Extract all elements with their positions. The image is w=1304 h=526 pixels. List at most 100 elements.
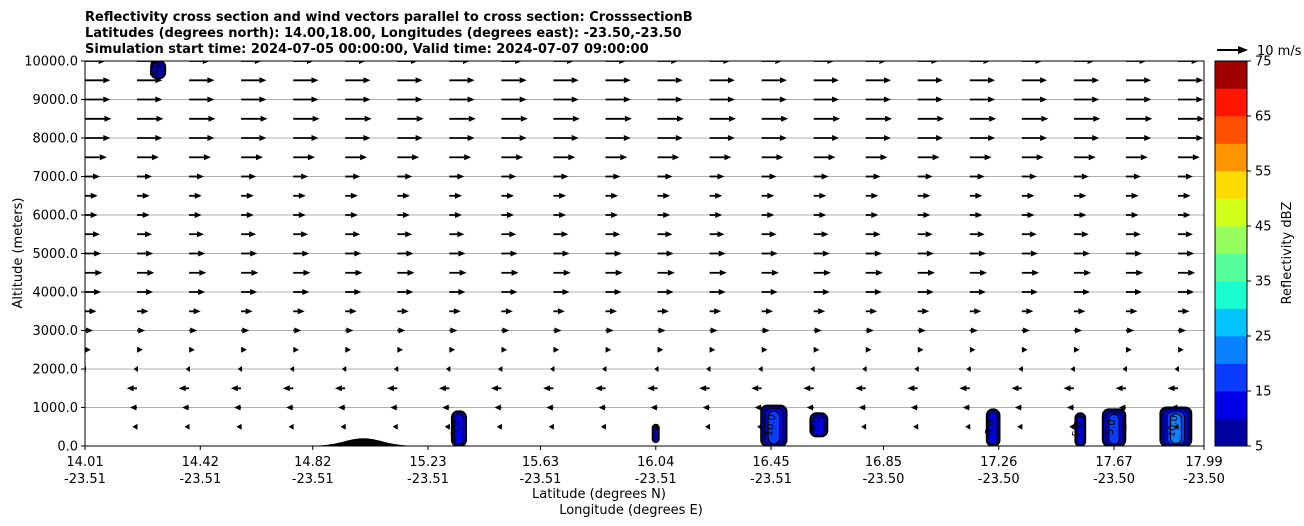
wind-vector [605, 77, 631, 84]
wind-vector-head [189, 346, 195, 353]
wind-vector-head [769, 231, 777, 238]
wind-vector-head [416, 115, 424, 122]
wind-vector [1125, 269, 1144, 276]
wind-vector [709, 192, 723, 199]
wind-vector [553, 96, 579, 103]
wind-vector [345, 192, 358, 199]
wind-vector-head [978, 250, 986, 257]
wind-vector [439, 385, 450, 392]
wind-vector-head [345, 346, 351, 353]
contour-label: 5.0 [149, 60, 163, 78]
wind-vector-head [926, 289, 934, 295]
wind-vector-head [349, 308, 357, 315]
wind-vector-head [94, 289, 102, 295]
wind-vector [553, 77, 579, 84]
wind-vector [397, 135, 423, 141]
wind-vector [657, 269, 675, 276]
wind-vector-head [866, 327, 874, 334]
wind-vector [553, 61, 575, 64]
wind-vector-head [665, 173, 673, 180]
wind-vector [189, 212, 202, 218]
wind-vector [969, 212, 983, 218]
wind-vector [184, 423, 190, 430]
wind-vector [182, 404, 190, 411]
colorbar-segment [1215, 171, 1247, 199]
wind-vector [705, 423, 710, 430]
wind-vector [137, 61, 158, 64]
wind-vector-head [197, 231, 204, 238]
wind-vector-head [1145, 115, 1153, 122]
wind-vector-head [770, 250, 778, 257]
wind-vector [605, 250, 622, 257]
wind-vector-head [297, 308, 305, 315]
wind-vector [914, 366, 919, 372]
wind-vector [813, 192, 827, 199]
wind-vector-head [1178, 346, 1184, 353]
wind-vector [241, 250, 258, 257]
wind-vector-head [767, 192, 775, 199]
wind-vector [1125, 212, 1139, 218]
wind-vector-head [501, 346, 508, 353]
wind-vector-head [507, 192, 514, 199]
wind-vector [657, 61, 679, 64]
y-tick-label: 8000.0 [33, 132, 79, 147]
wind-vector-head [90, 212, 98, 218]
terrain-layer [295, 438, 431, 446]
wind-vector-head [155, 135, 163, 141]
colorbar-tick-label: 25 [1255, 330, 1272, 345]
wind-vector-head [254, 61, 262, 64]
wind-vector [293, 192, 306, 199]
colorbar-segment [1215, 281, 1247, 309]
wind-vector-head [464, 154, 472, 161]
wind-vector-head [259, 135, 267, 141]
wind-vector-head [571, 77, 579, 84]
wind-vector [813, 173, 829, 180]
wind-vector [1070, 366, 1075, 372]
wind-vector [1125, 346, 1132, 353]
wind-vector-head [546, 404, 553, 411]
wind-vector-head [666, 250, 674, 257]
wind-vector [449, 250, 466, 257]
wind-vector-head [600, 423, 606, 430]
wind-vector [813, 77, 839, 84]
wind-vector-head [350, 212, 358, 218]
wind-vector-head [141, 308, 149, 315]
wind-vector [345, 96, 371, 103]
wind-vector [189, 61, 210, 64]
wind-vector [293, 96, 319, 103]
wind-vector [803, 385, 814, 392]
wind-vector-head [714, 308, 722, 315]
x-tick-label-lon: -23.51 [179, 472, 221, 487]
wind-vector-head [1183, 212, 1191, 218]
wind-vector-head [595, 385, 603, 392]
wind-vector [1021, 289, 1038, 295]
wind-vector [449, 269, 467, 276]
wind-vector [1018, 366, 1023, 372]
y-tick-label: 7000.0 [33, 170, 79, 185]
wind-vector-head [415, 96, 423, 103]
wind-vector [865, 173, 881, 180]
wind-vector-head [130, 404, 137, 411]
wind-vector-head [926, 250, 934, 257]
wind-vector [761, 327, 770, 334]
wind-vector-head [405, 173, 413, 180]
wind-vector-head [543, 385, 551, 392]
wind-vector-head [932, 154, 940, 161]
wind-vector [449, 154, 472, 161]
wind-vector [397, 269, 415, 276]
wind-vector [917, 250, 934, 257]
wind-vector-head [198, 250, 206, 257]
wind-vector [761, 173, 777, 180]
wind-vector-head [1196, 96, 1204, 103]
wind-vector [397, 61, 418, 64]
wind-vector-head [1036, 154, 1044, 161]
wind-vector [813, 135, 839, 141]
colorbar-segment [1215, 391, 1247, 419]
wind-vector [241, 327, 250, 334]
wind-vector-head [969, 346, 976, 353]
wind-vector-head [775, 61, 783, 64]
wind-vector [709, 289, 726, 295]
wind-vector-head [467, 77, 475, 84]
y-tick-label: 5000.0 [33, 247, 79, 262]
wind-vector-head [1081, 231, 1089, 238]
